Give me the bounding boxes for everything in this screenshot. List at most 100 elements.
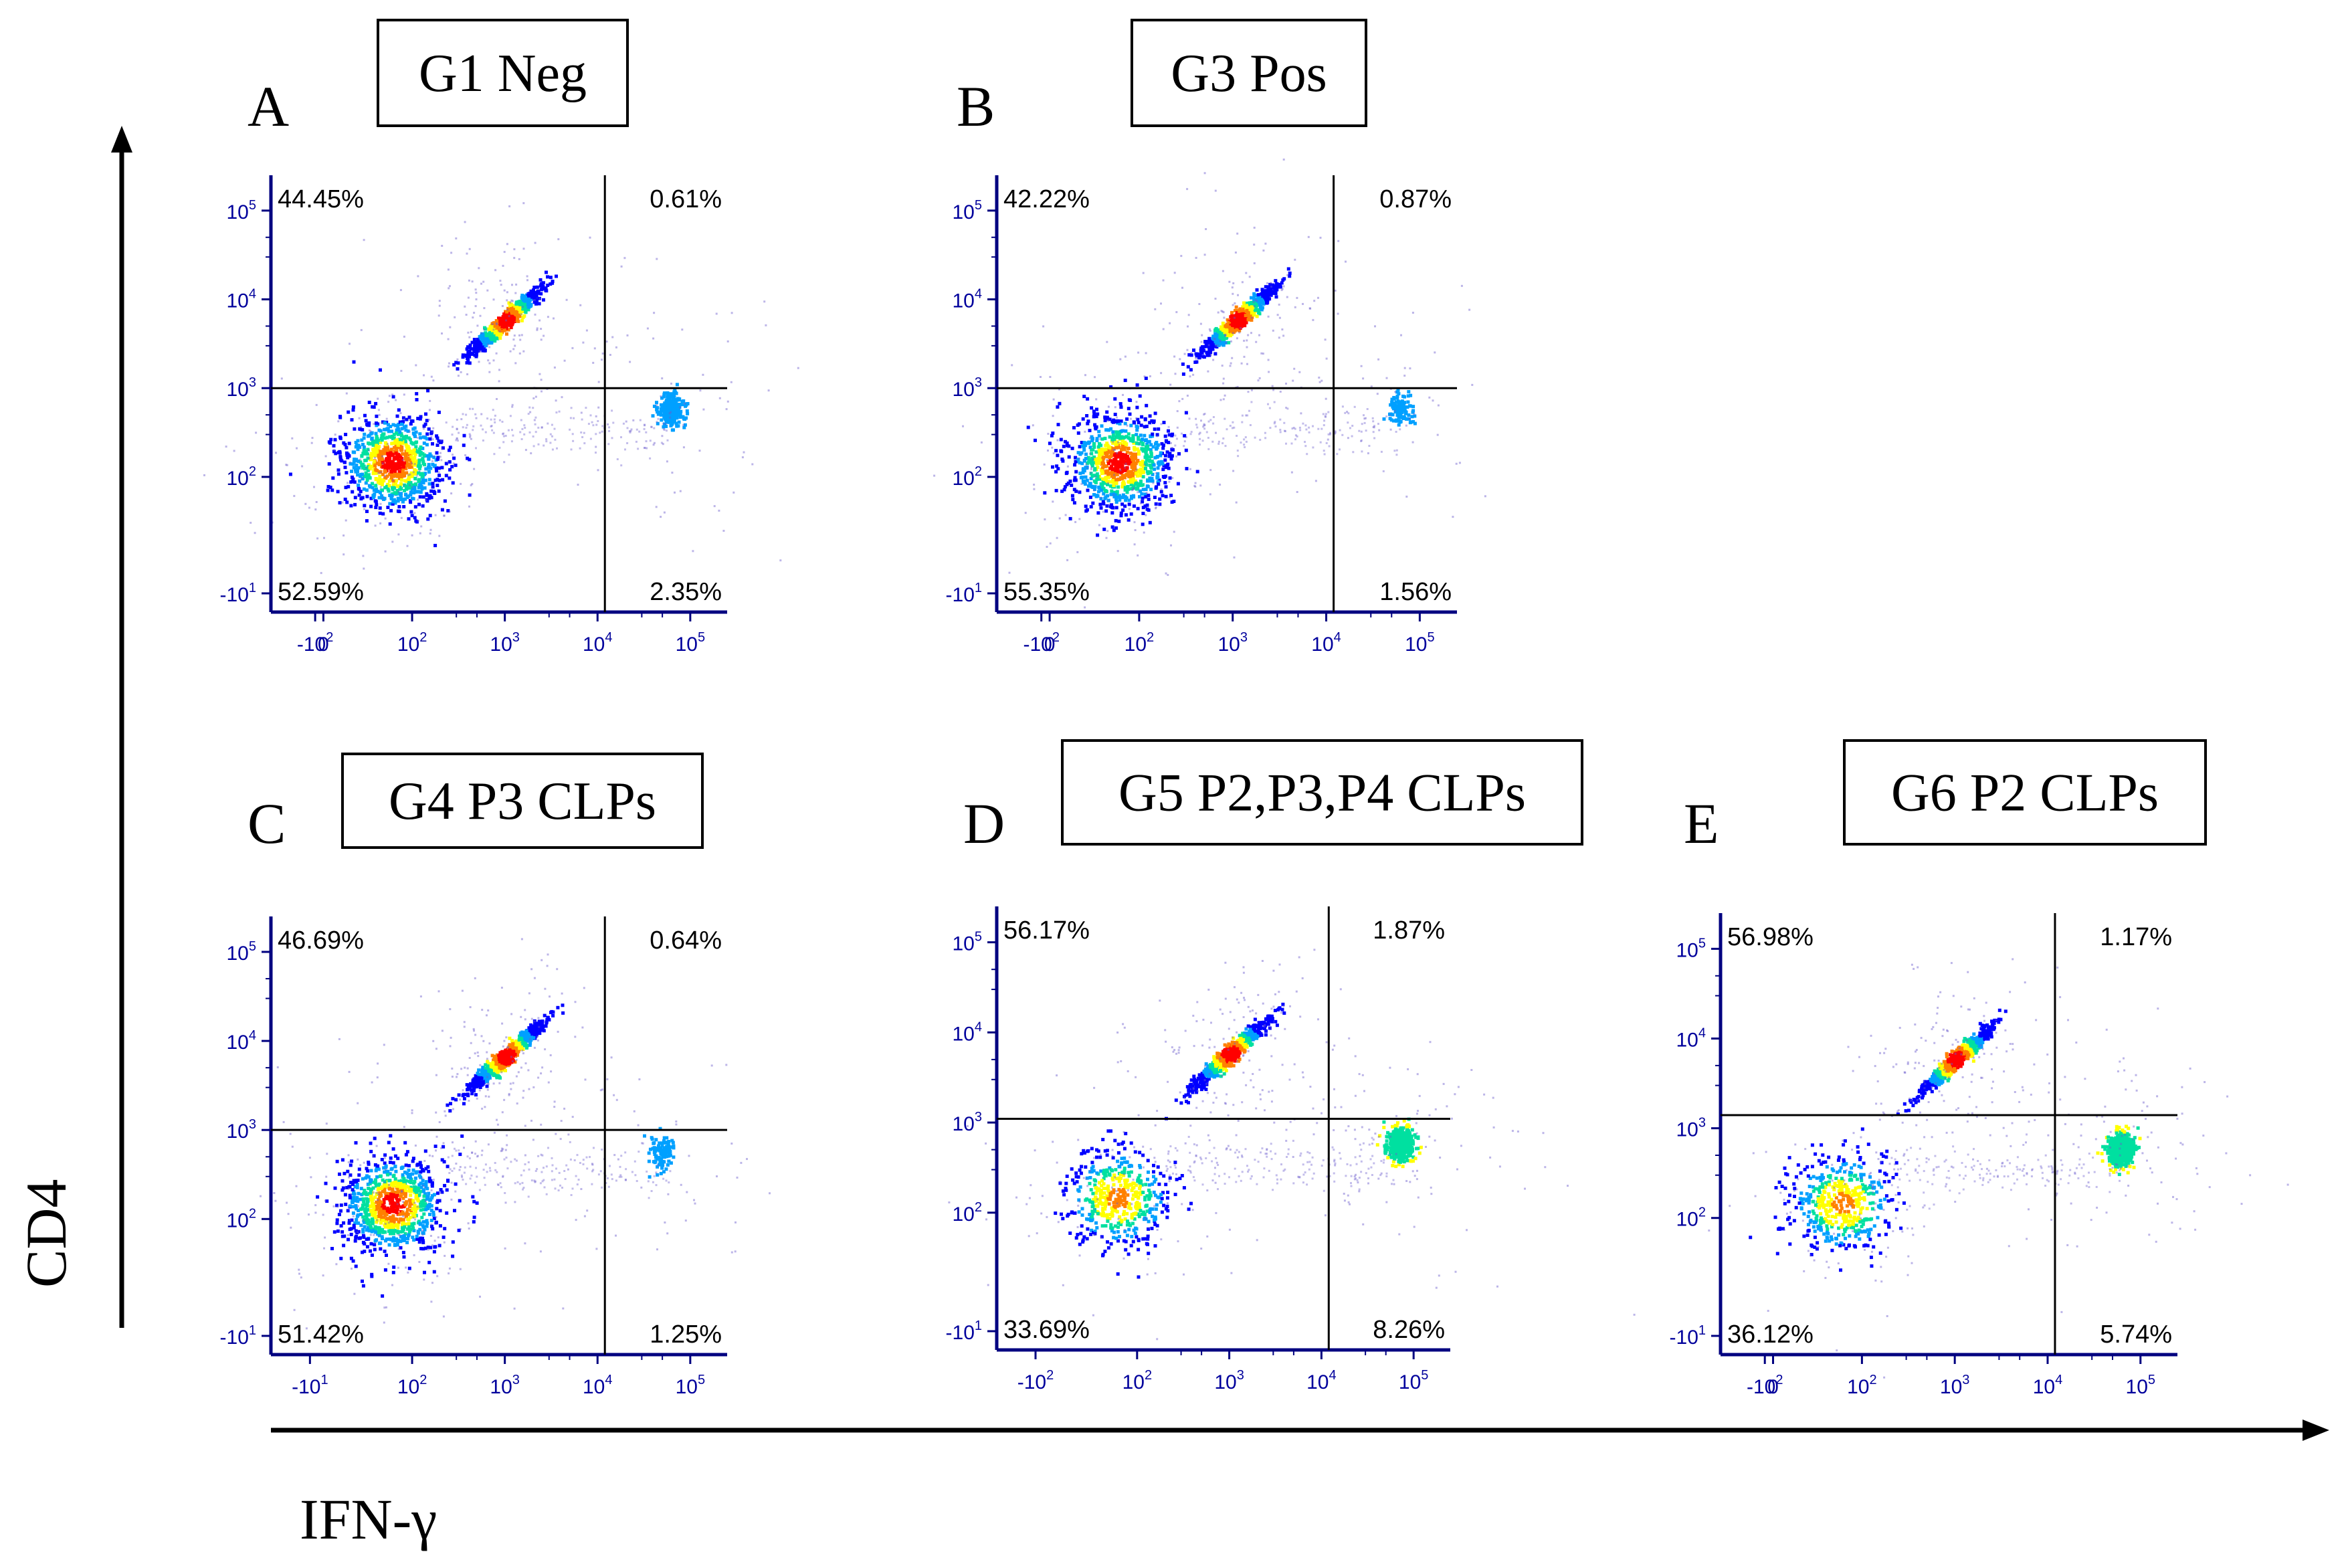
event-dot [443,514,446,517]
event-dot [1131,474,1135,478]
event-dot [668,412,671,415]
event-dot [1168,476,1172,480]
event-dot [1149,450,1153,454]
event-dot [1151,479,1155,483]
event-dot [466,355,470,359]
event-dot [336,468,340,472]
event-dot [502,264,504,267]
event-dot [1213,352,1217,356]
event-dot [1108,459,1112,463]
event-dot [385,435,389,439]
event-dot [391,502,395,506]
event-dot [1114,464,1118,468]
event-dot [1103,415,1107,419]
event-dot [1042,325,1045,328]
event-dot [1033,488,1036,490]
event-dot [1161,462,1165,466]
event-dot [1089,476,1093,480]
event-dot [670,411,672,413]
event-dot [692,550,694,553]
event-dot [356,473,360,477]
event-dot [1136,458,1140,462]
event-dot [1125,450,1129,454]
event-dot [1391,403,1395,407]
event-dot [1274,292,1278,295]
event-dot [510,310,514,314]
event-dot [1085,442,1089,445]
event-dot [1085,463,1088,466]
event-dot [1096,412,1100,416]
event-dot [1252,313,1256,317]
event-dot [1084,430,1086,433]
event-dot [601,425,604,427]
event-dot [482,428,484,431]
event-dot [360,426,363,429]
event-dot [526,275,528,278]
event-dot [1034,438,1037,442]
event-dot [1408,417,1411,420]
event-dot [391,462,394,466]
event-dot [1211,340,1215,345]
event-dot [1224,394,1226,397]
event-dot [1095,407,1098,411]
event-dot [1056,467,1060,471]
event-dot [386,452,390,456]
event-dot [553,317,555,320]
event-dot [1250,401,1253,403]
event-dot [429,399,431,402]
event-dot [1120,474,1125,478]
event-dot [1263,296,1267,300]
event-dot [1238,309,1242,313]
event-dot [488,371,491,373]
event-dot [351,480,355,483]
event-dot [643,427,646,430]
event-dot [1264,285,1268,289]
event-dot [1137,351,1140,354]
event-dot [487,340,491,345]
event-dot [653,442,656,444]
event-dot [476,337,480,341]
event-dot [1139,489,1142,493]
event-dot [388,435,392,439]
event-dot [524,308,527,312]
event-dot [601,430,603,433]
event-dot [1139,480,1143,483]
event-dot [392,498,396,502]
event-dot [1265,300,1268,304]
event-dot [378,506,382,510]
event-dot [1262,353,1264,355]
event-dot [668,420,672,424]
event-dot [430,375,433,378]
event-dot [671,472,674,474]
event-dot [360,328,363,331]
event-dot [1413,413,1415,415]
event-dot [540,328,543,330]
event-dot [385,457,389,461]
event-dot [1269,284,1273,288]
event-dot [1373,437,1376,439]
event-dot [435,451,439,455]
event-dot [1241,281,1244,284]
event-dot [660,418,664,422]
event-dot [1278,336,1280,339]
event-dot [1189,353,1193,357]
event-dot [421,460,425,464]
event-dot [411,460,415,464]
event-dot [363,567,365,570]
event-dot [476,324,479,327]
event-dot [549,276,553,280]
event-dot [666,408,670,412]
event-dot [480,424,482,427]
event-dot [650,425,653,428]
event-dot [1298,426,1301,429]
event-dot [718,397,721,399]
event-dot [1112,528,1116,532]
event-dot [351,462,355,466]
event-dot [336,450,340,454]
event-dot [494,269,497,272]
event-dot [1145,424,1149,428]
event-dot [1198,353,1202,357]
event-dot [1243,339,1246,342]
event-dot [666,411,670,415]
event-dot [1214,298,1217,300]
